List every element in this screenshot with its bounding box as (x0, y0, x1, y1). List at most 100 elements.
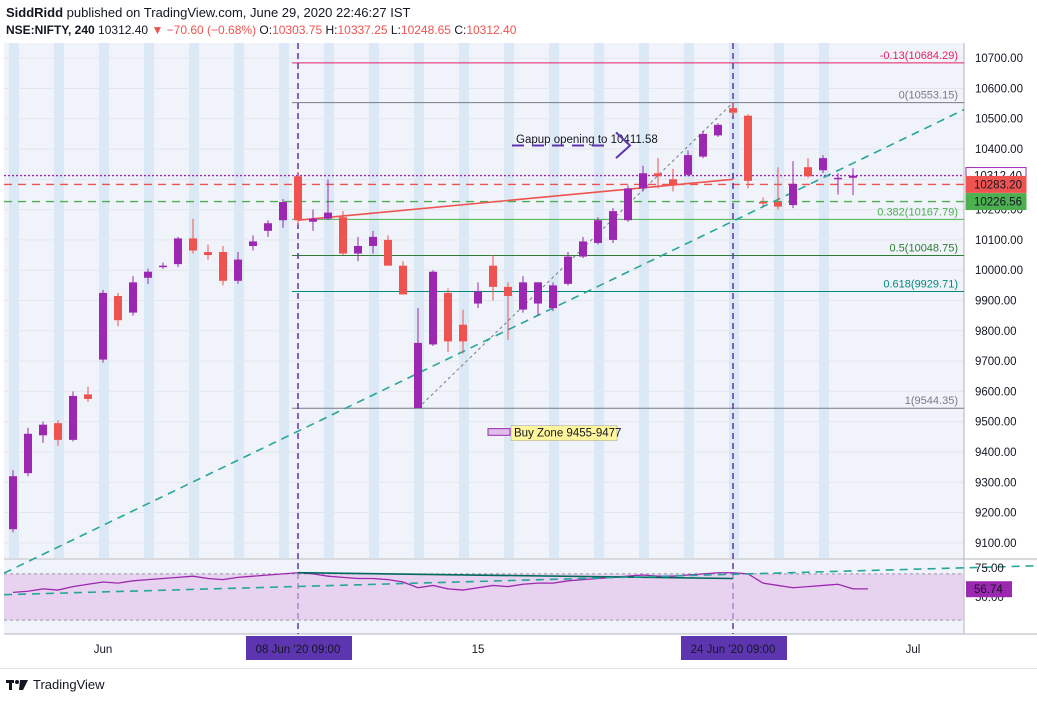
candle-down (114, 295, 122, 321)
price-tick-label: 9500.00 (975, 417, 1017, 429)
candle-up (159, 265, 167, 268)
candle-up (834, 177, 842, 180)
price-tick-label: 10400.00 (975, 144, 1023, 156)
fib-level-label: -0.13(10684.29) (880, 50, 958, 62)
candle-down (654, 173, 662, 177)
candle-up (264, 223, 272, 231)
rsi-badge (966, 581, 1012, 598)
candle-up (174, 238, 182, 265)
resistance-trendline (297, 178, 734, 222)
candle-up (234, 259, 242, 281)
candle-up (564, 256, 572, 284)
author-name[interactable]: SiddRidd (6, 5, 64, 20)
fib-level-label: 1(9544.35) (905, 395, 958, 407)
date-marker-label: 08 Jun '20 09:00 (256, 644, 341, 656)
symbol-info: NSE:NIFTY, 240 10312.40 ▼ −70.60 (−0.68%… (6, 23, 516, 37)
support-trendline (3, 108, 965, 574)
fib-level-label: 0(10553.15) (899, 90, 958, 102)
time-tick-label: Jul (906, 644, 921, 656)
price-chart[interactable]: -0.13(10684.29) 0(10553.15) 0.382(10167.79… (0, 0, 1037, 668)
time-tick-label: Jun (94, 644, 113, 656)
candle-up (549, 285, 557, 309)
price-change: ▼ −70.60 (−0.68%) (151, 23, 257, 37)
close-label: C: (454, 23, 467, 37)
publish-info: SiddRidd published on TradingView.com, J… (6, 5, 410, 20)
price-tick-label: 9900.00 (975, 296, 1017, 308)
candle-up (849, 175, 857, 178)
publish-date: published on TradingView.com, June 29, 2… (66, 5, 411, 20)
candle-down (444, 292, 452, 342)
fib-trend-line (417, 102, 734, 409)
fib-level-label: 0.618(9929.71) (883, 278, 958, 290)
price-tick-label: 9600.00 (975, 386, 1017, 398)
rsi-divergence-line (297, 571, 734, 580)
candle-up (579, 241, 587, 257)
candle-up (699, 133, 707, 157)
buy-zone-label: Buy Zone 9455-9477 (514, 428, 621, 440)
price-badge (965, 193, 1027, 211)
candle-up (414, 342, 422, 409)
candle-up (594, 220, 602, 243)
candle-down (219, 252, 227, 281)
arrow-icon (615, 131, 632, 159)
candle-up (474, 291, 482, 304)
candle-down (294, 176, 302, 221)
price-tick-label: 10000.00 (975, 265, 1023, 277)
chart-header: SiddRidd published on TradingView.com, J… (0, 0, 1037, 42)
candle-down (84, 394, 92, 399)
candle-up (369, 236, 377, 246)
rsi-tick-label: 75.00 (975, 563, 1004, 575)
tradingview-logo-icon[interactable] (6, 678, 28, 692)
tradingview-brand[interactable]: TradingView (33, 677, 105, 692)
price-tick-label: 10500.00 (975, 114, 1023, 126)
candle-up (534, 282, 542, 304)
candle-down (774, 202, 782, 207)
price-tick-label: 9800.00 (975, 326, 1017, 338)
candle-up (354, 245, 362, 254)
price-tick-label: 10100.00 (975, 235, 1023, 247)
price-tick-label: 9200.00 (975, 508, 1017, 520)
candle-down (189, 238, 197, 251)
price-badge-label: 10226.56 (974, 197, 1022, 209)
candle-up (279, 202, 287, 221)
candle-up (519, 282, 527, 310)
open-label: O: (259, 23, 273, 37)
candle-down (744, 115, 752, 181)
price-tick-label: 9400.00 (975, 447, 1017, 459)
price-tick-label: 10600.00 (975, 83, 1023, 95)
candle-up (324, 212, 332, 219)
candle-down (489, 265, 497, 287)
candle-down (384, 239, 392, 266)
price-badge-label: 10283.20 (974, 179, 1022, 191)
price-tick-label: 9100.00 (975, 538, 1017, 550)
date-marker-badge (246, 636, 352, 660)
candle-up (9, 476, 17, 530)
price-tick-label: 10700.00 (975, 53, 1023, 65)
candle-down (54, 423, 62, 440)
symbol-name[interactable]: NSE:NIFTY, 240 (6, 23, 95, 37)
price-tick-label: 9700.00 (975, 356, 1017, 368)
high-value: 10337.25 (337, 23, 388, 37)
footer: TradingView (0, 668, 1037, 701)
close-value: 10312.40 (466, 23, 517, 37)
candle-up (99, 292, 107, 360)
candle-down (759, 202, 767, 204)
candle-up (609, 211, 617, 240)
time-tick-label: 15 (472, 644, 485, 656)
candle-up (24, 433, 32, 474)
candle-down (459, 324, 467, 342)
last-price: 10312.40 (98, 23, 149, 37)
price-tick-label: 9300.00 (975, 477, 1017, 489)
candle-up (819, 158, 827, 171)
candle-up (69, 395, 77, 440)
candle-up (129, 282, 137, 313)
candle-up (249, 241, 257, 246)
candle-up (684, 155, 692, 175)
buy-zone-box (487, 428, 511, 436)
candle-up (789, 183, 797, 206)
candle-down (729, 108, 737, 113)
fib-level-label: 0.5(10048.75) (890, 242, 959, 254)
buy-zone-label-bg (510, 425, 618, 441)
low-value: 10248.65 (400, 23, 451, 37)
candle-up (429, 271, 437, 345)
